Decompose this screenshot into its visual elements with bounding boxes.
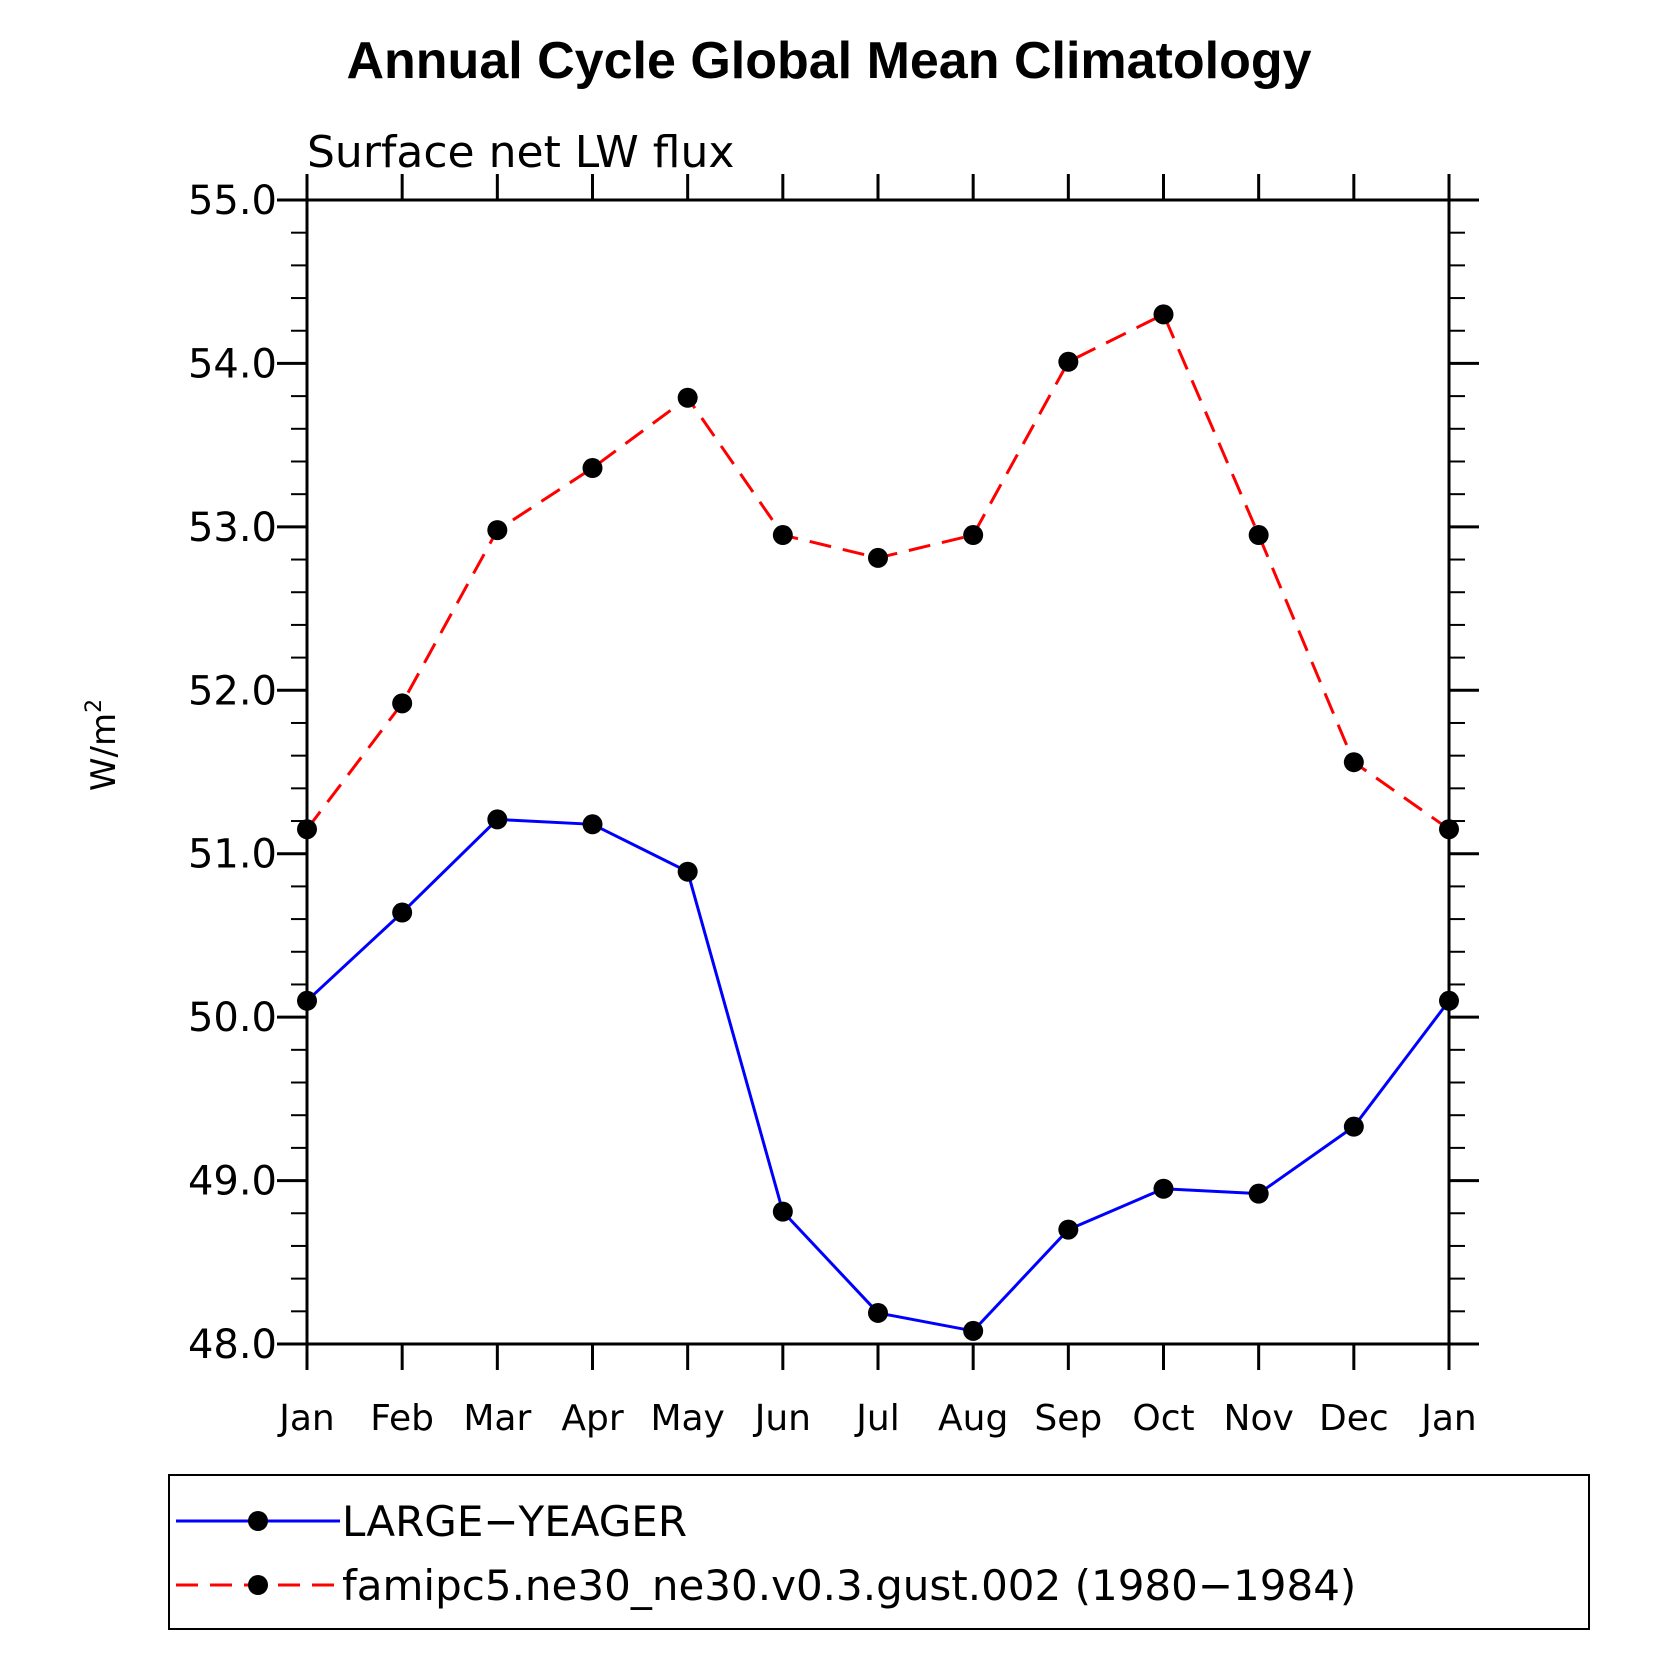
series-2-point xyxy=(1058,351,1079,372)
x-tick-label: Jan xyxy=(1419,1398,1477,1439)
series-1-point xyxy=(772,1201,793,1222)
legend-box xyxy=(168,1474,1590,1630)
series-1-point xyxy=(487,809,508,830)
y-tick-label: 49.0 xyxy=(188,1159,277,1205)
legend: LARGE−YEAGER famipc5.ne30_ne30.v0.3.gust.… xyxy=(168,1474,1590,1630)
series-1-point xyxy=(1343,1116,1364,1137)
series-2-point xyxy=(582,458,603,479)
y-tick-label: 48.0 xyxy=(188,1322,277,1368)
legend-swatch-marker xyxy=(248,1511,268,1531)
legend-label: famipc5.ne30_ne30.v0.3.gust.002 (1980−19… xyxy=(342,1561,1356,1610)
series-2-point xyxy=(772,525,793,546)
axes-layer: Jan Feb Mar Apr May Jun Jul Aug Sep Oct Nov Dec Jan4… xyxy=(188,174,1479,1439)
x-tick-label: Oct xyxy=(1132,1398,1194,1439)
legend-swatch-marker xyxy=(248,1575,268,1595)
series-1-point xyxy=(1153,1178,1174,1199)
series-1-point xyxy=(1439,990,1459,1011)
chart-title: Annual Cycle Global Mean Climatology xyxy=(346,32,1311,90)
x-tick-label: Feb xyxy=(370,1398,434,1439)
x-tick-label: Mar xyxy=(463,1398,531,1439)
x-tick-label: Jul xyxy=(854,1398,899,1439)
x-tick-label: Jan xyxy=(277,1398,335,1439)
x-tick-label: Nov xyxy=(1224,1398,1294,1439)
series-2-point xyxy=(677,387,698,408)
series-line-2 xyxy=(305,312,1450,831)
y-axis-label-base: W/m xyxy=(84,713,124,791)
y-tick-label: 53.0 xyxy=(188,505,277,551)
y-tick-label: 52.0 xyxy=(188,668,277,714)
series-2-point xyxy=(1248,525,1269,546)
plot-frame xyxy=(305,198,1451,1346)
x-tick-label: Jun xyxy=(753,1398,811,1439)
series-1-point xyxy=(1058,1219,1079,1240)
legend-label: LARGE−YEAGER xyxy=(342,1497,687,1546)
series-1-point xyxy=(963,1320,984,1341)
x-tick-label: May xyxy=(650,1398,724,1439)
x-tick-label: Apr xyxy=(561,1398,623,1439)
chart-subtitle: Surface net LW flux xyxy=(307,127,734,178)
series-2-point xyxy=(1439,819,1459,840)
series-layer xyxy=(297,304,1459,1341)
x-tick-label: Aug xyxy=(938,1398,1008,1439)
series-2-point xyxy=(1153,304,1174,325)
y-tick-label: 55.0 xyxy=(188,178,277,224)
series-1-point xyxy=(582,814,603,835)
series-1-point xyxy=(868,1302,888,1323)
series-2-point xyxy=(868,547,888,568)
y-axis-label-superscript: 2 xyxy=(82,699,107,713)
series-2-point xyxy=(963,525,984,546)
series-1-point xyxy=(1248,1183,1269,1204)
y-tick-label: 50.0 xyxy=(188,995,277,1041)
series-1-point xyxy=(297,990,317,1011)
series-2-point xyxy=(487,520,508,541)
x-tick-label: Sep xyxy=(1034,1398,1102,1439)
x-tick-label: Dec xyxy=(1319,1398,1389,1439)
series-line-1 xyxy=(305,817,1451,1333)
y-axis-label: W/m2 xyxy=(82,699,124,791)
series-2-point xyxy=(1343,752,1364,773)
series-2-point xyxy=(297,819,317,840)
series-1-point xyxy=(392,902,413,923)
y-tick-label: 54.0 xyxy=(188,341,277,387)
y-tick-label: 51.0 xyxy=(188,832,277,878)
series-2-point xyxy=(392,693,413,714)
series-1-point xyxy=(677,861,698,882)
